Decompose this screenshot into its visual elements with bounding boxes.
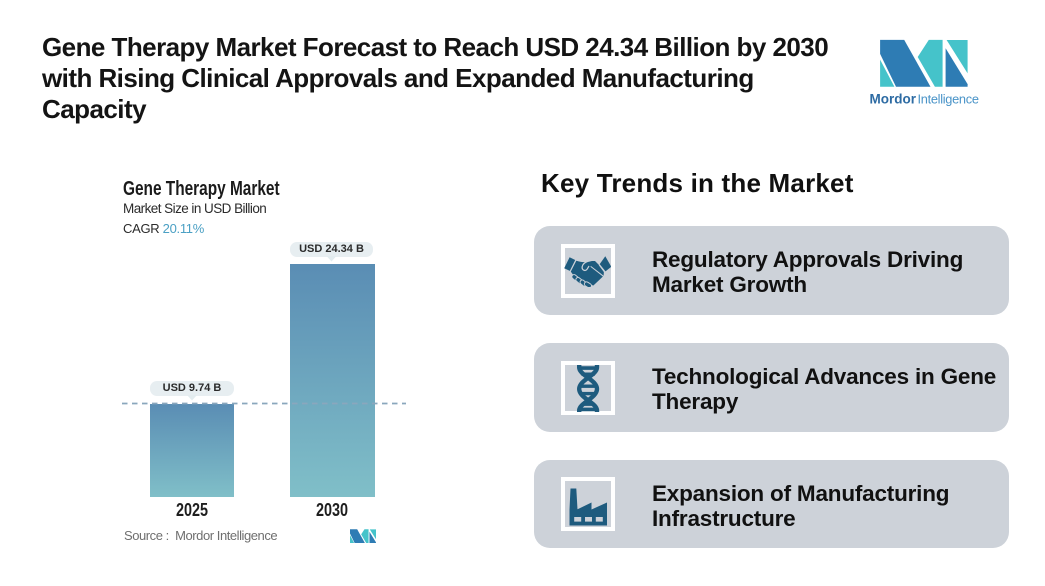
- svg-text:Mordor: Mordor: [870, 92, 917, 107]
- svg-text:Intelligence: Intelligence: [918, 92, 979, 107]
